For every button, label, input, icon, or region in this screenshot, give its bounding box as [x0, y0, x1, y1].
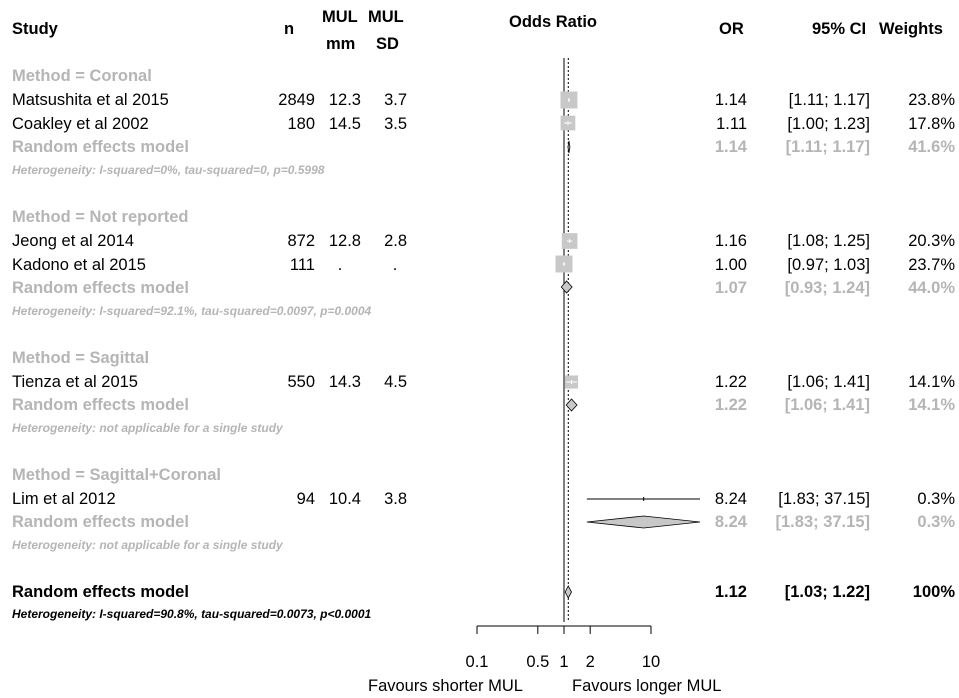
subgroup-model-weight: 44.0% — [908, 279, 955, 297]
study-n: 872 — [287, 232, 315, 250]
x-tick-label: 2 — [586, 653, 595, 671]
subgroup-model-or: 8.24 — [714, 513, 747, 531]
study-mm: 12.3 — [328, 91, 361, 109]
study-ci: [1.08; 1.25] — [787, 232, 870, 250]
overall-model-ci: [1.03; 1.22] — [784, 583, 870, 601]
subgroup-model-ci: [1.11; 1.17] — [785, 138, 870, 156]
subgroup-model-or: 1.07 — [714, 279, 747, 297]
x-tick-label: 0.1 — [466, 653, 489, 671]
study-or: 1.11 — [716, 115, 747, 133]
study-sd: . — [392, 256, 398, 274]
subgroup-model-label: Random effects model — [12, 279, 189, 297]
study-sd: 2.8 — [384, 232, 407, 250]
study-sd: 3.8 — [384, 490, 407, 508]
subgroup-diamond — [586, 515, 701, 529]
study-weight: 14.1% — [908, 373, 955, 391]
study-sd: 4.5 — [384, 373, 407, 391]
study-mm: 10.4 — [328, 490, 361, 508]
study-name: Kadono et al 2015 — [12, 256, 146, 274]
study-name: Jeong et al 2014 — [12, 232, 135, 250]
heterogeneity-text: Heterogeneity: not applicable for a sing… — [12, 538, 283, 552]
subgroup-model-weight: 14.1% — [908, 396, 955, 414]
subgroup-diamond — [565, 398, 578, 412]
study-name: Lim et al 2012 — [12, 490, 116, 508]
header-mul-mm-top: MUL — [322, 8, 358, 26]
study-mm: 14.3 — [328, 373, 361, 391]
subgroup-model-or: 1.22 — [714, 396, 747, 414]
group-label-not-reported: Method = Not reported — [12, 208, 189, 226]
header-mul-mm-bottom: mm — [326, 35, 356, 53]
study-ci: [1.11; 1.17] — [788, 91, 870, 109]
study-ci: [1.06; 1.41] — [787, 373, 870, 391]
study-sd: 3.5 — [384, 115, 407, 133]
subgroup-model-or: 1.14 — [714, 138, 747, 156]
study-n: 2849 — [278, 91, 315, 109]
overall-diamond — [564, 585, 572, 599]
study-mm: 14.5 — [328, 115, 361, 133]
subgroup-model-ci: [1.06; 1.41] — [784, 396, 870, 414]
study-name: Coakley et al 2002 — [12, 115, 149, 133]
header-study: Study — [12, 20, 58, 38]
subgroup-diamond — [560, 280, 573, 294]
study-weight: 20.3% — [908, 232, 955, 250]
study-ci: [1.83; 37.15] — [778, 490, 870, 508]
heterogeneity-text: Heterogeneity: not applicable for a sing… — [12, 421, 283, 435]
study-ci: [1.00; 1.23] — [787, 115, 870, 133]
study-weight: 0.3% — [917, 490, 955, 508]
x-tick-label: 1 — [559, 653, 568, 671]
study-or: 1.16 — [714, 232, 747, 250]
overall-model-or: 1.12 — [714, 583, 747, 601]
header-odds-ratio: Odds Ratio — [509, 13, 598, 31]
study-or: 1.14 — [714, 91, 747, 109]
group-label-sagittal: Method = Sagittal — [12, 349, 150, 367]
study-mm: 12.8 — [328, 232, 361, 250]
group-label-sagittal-coronal: Method = Sagittal+Coronal — [12, 466, 222, 484]
group-label-coronal: Method = Coronal — [12, 67, 152, 85]
study-weight: 17.8% — [908, 115, 955, 133]
study-n: 111 — [289, 256, 315, 274]
study-n: 550 — [287, 373, 315, 391]
header-or: OR — [719, 20, 744, 38]
subgroup-model-label: Random effects model — [12, 396, 189, 414]
header-mul-sd-bottom: SD — [376, 35, 399, 53]
subgroup-diamond — [567, 140, 571, 154]
header-n: n — [284, 20, 295, 38]
heterogeneity-text: Heterogeneity: I-squared=0%, tau-squared… — [12, 163, 325, 177]
favours-right-label: Favours longer MUL — [572, 677, 722, 695]
x-tick-label: 0.5 — [526, 653, 549, 671]
subgroup-model-weight: 41.6% — [908, 138, 955, 156]
header-weights: Weights — [879, 20, 943, 38]
subgroup-model-label: Random effects model — [12, 138, 189, 156]
overall-model-label: Random effects model — [12, 583, 189, 601]
study-or: 1.00 — [714, 256, 747, 274]
study-weight: 23.7% — [908, 256, 955, 274]
overall-heterogeneity-text: Heterogeneity: I-squared=90.8%, tau-squa… — [12, 607, 372, 621]
study-n: 94 — [296, 490, 315, 508]
study-sd: 3.7 — [384, 91, 407, 109]
study-or: 8.24 — [714, 490, 747, 508]
study-or: 1.22 — [714, 373, 747, 391]
subgroup-model-ci: [0.93; 1.24] — [784, 279, 870, 297]
heterogeneity-text: Heterogeneity: I-squared=92.1%, tau-squa… — [12, 304, 372, 318]
subgroup-model-weight: 0.3% — [917, 513, 955, 531]
subgroup-model-ci: [1.83; 37.15] — [775, 513, 870, 531]
header-mul-sd-top: MUL — [368, 8, 404, 26]
study-weight: 23.8% — [908, 91, 955, 109]
overall-model-weight: 100% — [912, 583, 955, 601]
subgroup-model-label: Random effects model — [12, 513, 189, 531]
x-tick-label: 10 — [642, 653, 660, 671]
header-ci: 95% CI — [812, 20, 867, 38]
study-name: Matsushita et al 2015 — [12, 91, 169, 109]
study-n: 180 — [287, 115, 315, 133]
study-mm: . — [337, 256, 343, 274]
study-ci: [0.97; 1.03] — [787, 256, 870, 274]
favours-left-label: Favours shorter MUL — [368, 677, 523, 695]
study-name: Tienza et al 2015 — [12, 373, 138, 391]
